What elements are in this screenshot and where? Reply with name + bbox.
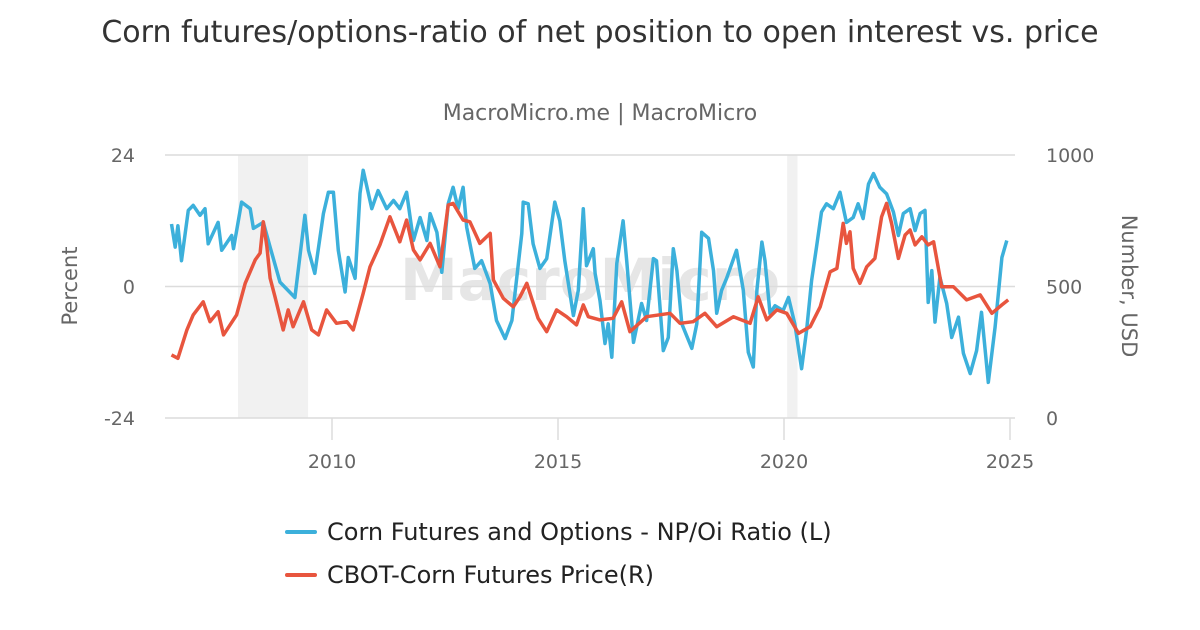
left-tick-label: -24 [104,408,135,430]
legend: Corn Futures and Options - NP/Oi Ratio (… [285,510,832,596]
series-line-np-oi-ratio [169,168,1009,385]
legend-label: Corn Futures and Options - NP/Oi Ratio (… [327,517,832,546]
series-line-corn-price [170,201,1010,361]
x-tick-label: 2010 [308,451,356,473]
x-tick-label: 2020 [760,451,808,473]
right-axis-title: Number, USD [1117,215,1141,358]
legend-item-corn-price[interactable]: CBOT-Corn Futures Price(R) [285,553,832,596]
left-axis-title: Percent [58,246,82,325]
left-tick-label: 24 [111,145,135,167]
legend-swatch-red [285,572,317,577]
right-tick-label: 0 [1046,408,1058,430]
legend-swatch-blue [285,529,317,534]
right-tick-label: 500 [1046,277,1082,299]
legend-item-np-oi-ratio[interactable]: Corn Futures and Options - NP/Oi Ratio (… [285,510,832,553]
left-tick-label: 0 [123,277,135,299]
chart-title: Corn futures/options-ratio of net positi… [101,15,1099,50]
x-tick-label: 2015 [534,451,582,473]
legend-label: CBOT-Corn Futures Price(R) [327,560,655,589]
x-tick-label: 2025 [986,451,1034,473]
chart-subtitle: MacroMicro.me | MacroMicro [442,101,758,126]
right-tick-label: 1000 [1046,145,1094,167]
